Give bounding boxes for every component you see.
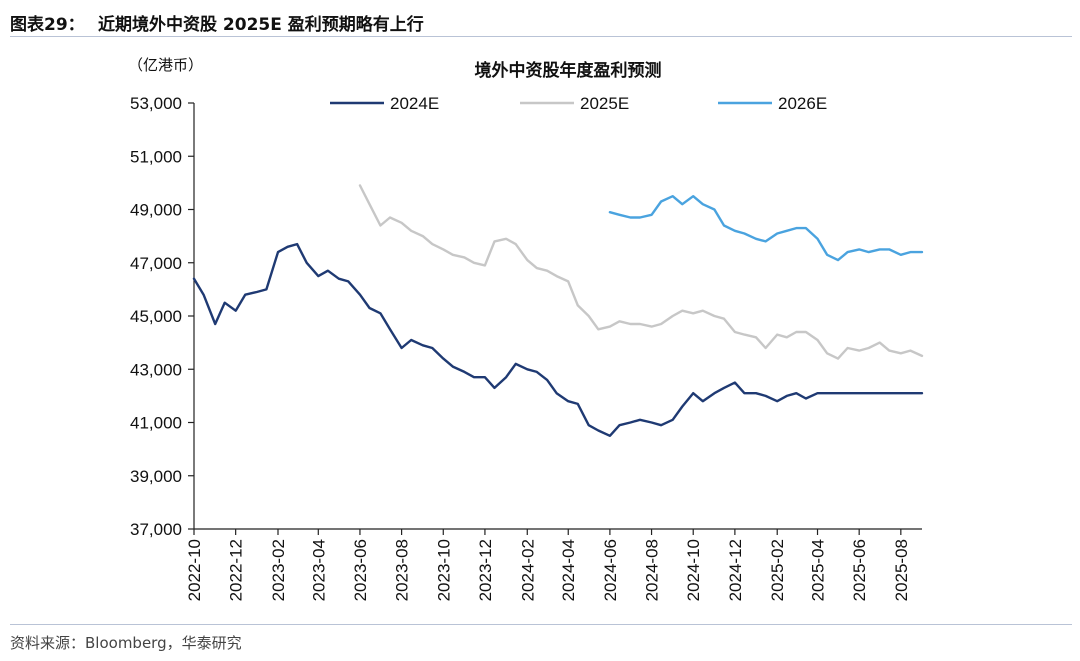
series-line-2025e: [358, 184, 924, 360]
x-tick-label: 2025-04: [809, 539, 828, 601]
y-tick-label: 53,000: [130, 94, 182, 113]
x-tick-label: 2025-02: [768, 539, 787, 601]
x-tick-label: 2024-10: [684, 539, 703, 601]
chart-title: 境外中资股年度盈利预测: [475, 60, 662, 81]
figure-number: 图表29：: [10, 15, 85, 35]
x-tick-label: 2023-10: [434, 539, 453, 601]
x-tick-label: 2023-02: [269, 539, 288, 601]
legend-label-2025e: 2025E: [580, 94, 629, 113]
x-tick-label: 2023-04: [309, 539, 328, 601]
y-tick-label: 45,000: [130, 307, 182, 326]
y-tick-label: 41,000: [130, 414, 182, 433]
x-tick-label: 2023-08: [393, 539, 412, 601]
legend-label-2026e: 2026E: [778, 94, 827, 113]
x-tick-label: 2024-02: [518, 539, 537, 601]
figure-header: 图表29： 近期境外中资股 2025E 盈利预期略有上行: [10, 6, 1072, 38]
x-tick-label: 2025-06: [850, 539, 869, 601]
y-tick-label: 49,000: [130, 201, 182, 220]
y-tick-label: 39,000: [130, 467, 182, 486]
y-tick-label: 47,000: [130, 254, 182, 273]
x-tick-label: 2022-10: [185, 539, 204, 601]
x-tick-label: 2025-08: [892, 539, 911, 601]
figure-title: 近期境外中资股 2025E 盈利预期略有上行: [98, 15, 424, 35]
x-tick-label: 2022-12: [227, 539, 246, 601]
series-line-2024e: [192, 242, 924, 437]
y-tick-label: 51,000: [130, 147, 182, 166]
legend-label-2024e: 2024E: [390, 94, 439, 113]
x-tick-label: 2024-06: [601, 539, 620, 601]
x-tick-label: 2024-08: [643, 539, 662, 601]
footer-rule: [10, 624, 1072, 625]
x-tick-label: 2023-06: [351, 539, 370, 601]
y-tick-label: 37,000: [130, 520, 182, 539]
x-tick-label: 2024-04: [559, 539, 578, 601]
series-line-2026e: [608, 194, 924, 262]
source-note: 资料来源：Bloomberg，华泰研究: [10, 634, 242, 652]
x-tick-label: 2024-12: [726, 539, 745, 601]
header-rule: [10, 36, 1072, 37]
y-axis-unit-label: （亿港币）: [128, 56, 204, 74]
y-tick-label: 43,000: [130, 360, 182, 379]
x-tick-label: 2023-12: [476, 539, 495, 601]
